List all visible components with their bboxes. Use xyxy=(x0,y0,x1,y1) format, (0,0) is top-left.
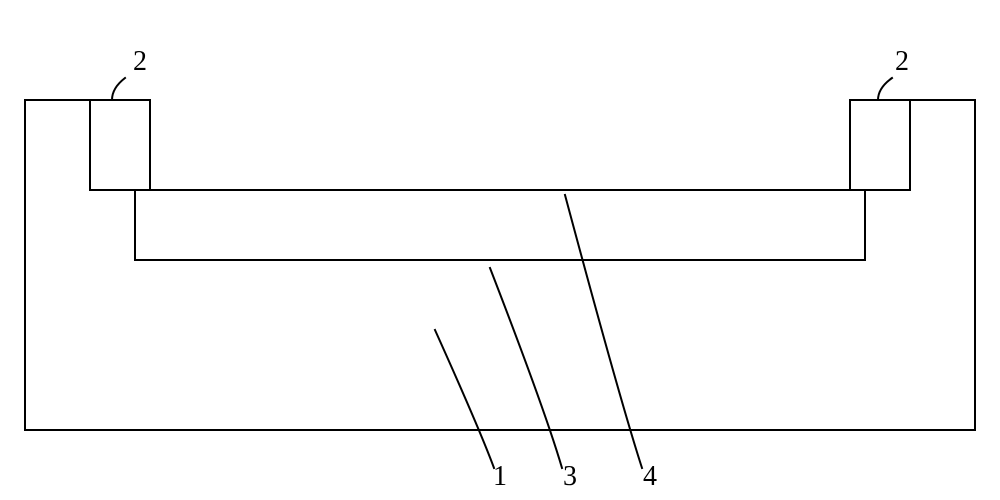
leader-1 xyxy=(435,330,494,468)
label-3: 3 xyxy=(563,461,577,492)
cross-section-diagram: 2 2 1 3 4 xyxy=(0,0,1000,500)
substrate-outline xyxy=(25,100,975,430)
leader-4 xyxy=(565,195,642,468)
leader-2-left xyxy=(112,78,125,100)
leader-2-right xyxy=(878,78,892,100)
label-2-left: 2 xyxy=(133,46,147,77)
label-2-right: 2 xyxy=(895,46,909,77)
leader-3 xyxy=(490,268,562,468)
label-4: 4 xyxy=(643,461,657,492)
label-1: 1 xyxy=(493,461,507,492)
inner-step-region xyxy=(135,190,865,260)
